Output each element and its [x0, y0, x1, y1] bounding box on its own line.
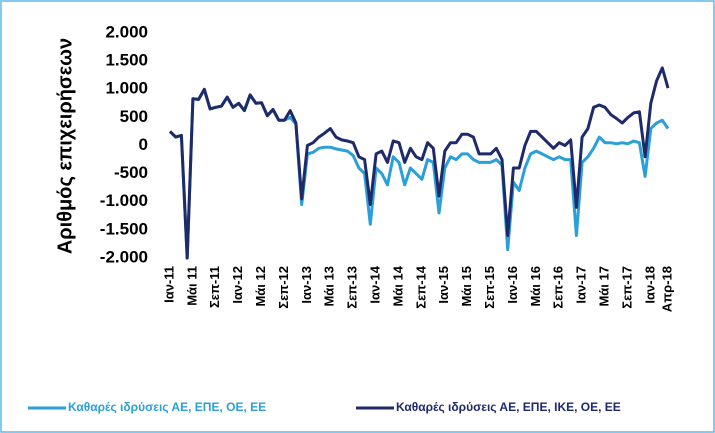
x-tick-label: Μάι 11: [184, 266, 199, 306]
x-tick-label: Σεπ-12: [276, 266, 291, 309]
y-tick-label: -1.500: [100, 219, 148, 238]
y-tick-label: -1.000: [100, 191, 148, 210]
x-tick-label: Ιαν-16: [505, 266, 520, 304]
x-tick-label: Μάι 15: [459, 266, 474, 307]
x-tick-label: Μάι 17: [596, 266, 611, 307]
x-tick-label: Σεπ-13: [345, 266, 360, 309]
x-tick-label: Μάι 13: [322, 266, 337, 307]
series-line: [168, 66, 670, 260]
y-tick-label: 0: [139, 135, 148, 154]
x-tick-label: Ιαν-17: [574, 266, 589, 304]
y-tick-label: 500: [120, 107, 148, 126]
y-tick-label: -2.000: [100, 247, 148, 266]
x-tick-label: Ιαν-18: [642, 266, 657, 304]
x-tick-label: Μάι 14: [390, 265, 405, 306]
y-tick-label: 1.500: [105, 51, 148, 70]
x-tick-label: Ιαν-11: [161, 266, 176, 303]
x-tick-label: Μάι 16: [528, 266, 543, 307]
x-tick-label: Σεπ-14: [413, 265, 428, 308]
y-tick-label: 1.000: [105, 79, 148, 98]
x-tick-label: Ιαν-14: [368, 265, 383, 303]
x-tick-label: Ιαν-15: [436, 266, 451, 304]
legend-label: Καθαρές ιδρύσεις ΑΕ, ΕΠΕ, ΟΕ, ΕΕ: [68, 400, 266, 414]
x-tick-label: Ιαν-13: [299, 266, 314, 304]
x-tick-label: Σεπ-15: [482, 266, 497, 309]
x-tick-label: Σεπ-17: [619, 266, 634, 309]
x-tick-label: Σεπ-11: [207, 266, 222, 308]
x-tick-label: Μάι 12: [253, 266, 268, 307]
y-tick-label: 2.000: [105, 22, 148, 41]
y-tick-label: -500: [114, 163, 148, 182]
legend-label: Καθαρές ιδρύσεις ΑΕ, ΕΠΕ, ΙΚΕ, ΟΕ, ΕΕ: [396, 400, 621, 414]
x-tick-label: Ιαν-12: [230, 266, 245, 304]
x-tick-label: Απρ-18: [659, 266, 674, 312]
x-tick-label: Σεπ-16: [551, 266, 566, 309]
y-axis-title: Αριθμός επιχειρήσεων: [54, 38, 76, 254]
